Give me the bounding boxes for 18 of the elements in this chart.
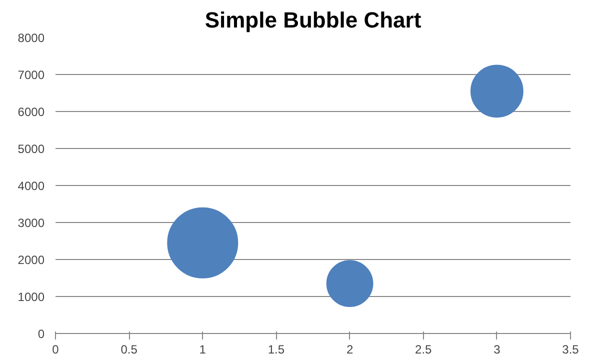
x-tick-label: 0.5 (120, 342, 138, 356)
x-tick-label: 2.5 (415, 342, 432, 356)
y-tick-label: 3000 (18, 216, 45, 230)
x-tick-label: 3 (494, 342, 501, 356)
y-tick-label: 2000 (18, 253, 45, 267)
y-tick-label: 8000 (18, 31, 45, 45)
y-tick-label: 4000 (18, 179, 45, 193)
y-tick-label: 7000 (18, 68, 45, 82)
y-tick-label: 6000 (18, 105, 45, 119)
x-tick-label: 1 (199, 342, 206, 356)
x-tick-label: 0 (52, 342, 60, 356)
x-tick-label: 3.5 (562, 342, 580, 356)
chart-title: Simple Bubble Chart (204, 8, 422, 32)
y-tick-label: 0 (38, 327, 45, 341)
x-tick-label: 1.5 (268, 342, 285, 356)
y-tick-label: 5000 (18, 142, 45, 156)
x-tick-label: 2 (346, 342, 354, 356)
y-tick-label: 1000 (18, 290, 45, 304)
